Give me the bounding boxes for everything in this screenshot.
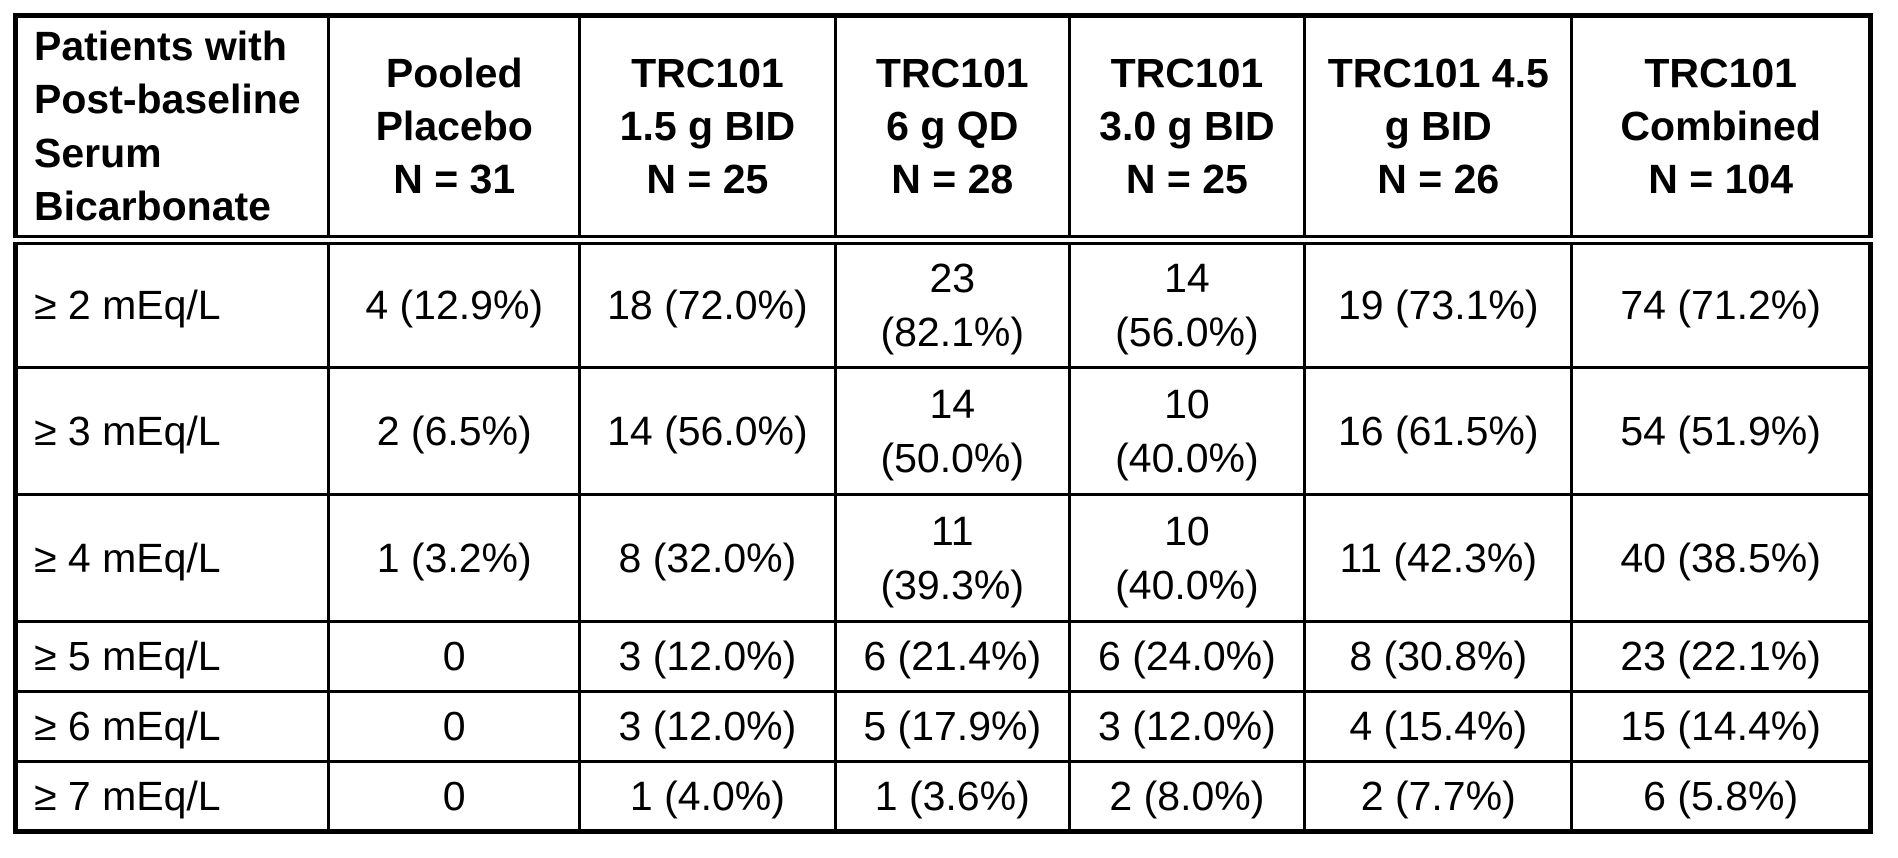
table-cell: 3 (12.0%) [577,619,837,693]
table-cell: 14 (56.0%) [1067,238,1307,369]
table-cell: 0 [327,759,581,833]
column-header-trc101-4-5g-bid: TRC101 4.5 g BID N = 26 [1303,14,1574,246]
table-cell: 2 (7.7%) [1303,759,1574,833]
table-cell: 40 (38.5%) [1570,492,1872,623]
table-row: ≥ 3 mEq/L 2 (6.5%) 14 (56.0%) 14 (50.0%)… [13,365,1872,496]
column-header-trc101-combined: TRC101 Combined N = 104 [1570,14,1872,246]
table-cell: 6 (5.8%) [1570,759,1872,833]
table-cell: 1 (3.2%) [327,492,581,623]
row-label-cell: ≥ 7 mEq/L [13,759,331,833]
table-cell: 2 (8.0%) [1067,759,1307,833]
table-header: Patients with Post-baseline Serum Bicarb… [13,14,1872,246]
table-cell: 1 (4.0%) [577,759,837,833]
table-cell: 14 (56.0%) [577,365,837,496]
table-cell: 23 (82.1%) [833,238,1071,369]
table-cell: 3 (12.0%) [577,689,837,763]
table-cell: 8 (32.0%) [577,492,837,623]
table-row: ≥ 4 mEq/L 1 (3.2%) 8 (32.0%) 11 (39.3%) … [13,492,1872,623]
column-header-trc101-3-0g-bid: TRC101 3.0 g BID N = 25 [1067,14,1307,246]
table-cell: 14 (50.0%) [833,365,1071,496]
header-row: Patients with Post-baseline Serum Bicarb… [13,14,1872,246]
table-row: ≥ 2 mEq/L 4 (12.9%) 18 (72.0%) 23 (82.1%… [13,238,1872,369]
table-cell: 3 (12.0%) [1067,689,1307,763]
row-label-cell: ≥ 5 mEq/L [13,619,331,693]
table-cell: 0 [327,689,581,763]
table-cell: 8 (30.8%) [1303,619,1574,693]
row-label-cell: ≥ 4 mEq/L [13,492,331,623]
table-cell: 0 [327,619,581,693]
table-cell: 4 (15.4%) [1303,689,1574,763]
table-cell: 18 (72.0%) [577,238,837,369]
table-cell: 4 (12.9%) [327,238,581,369]
row-label-cell: ≥ 6 mEq/L [13,689,331,763]
table-cell: 11 (39.3%) [833,492,1071,623]
row-label-cell: ≥ 2 mEq/L [13,238,331,369]
table-cell: 6 (21.4%) [833,619,1071,693]
table-cell: 6 (24.0%) [1067,619,1307,693]
table-cell: 23 (22.1%) [1570,619,1872,693]
table-body: ≥ 2 mEq/L 4 (12.9%) 18 (72.0%) 23 (82.1%… [13,238,1872,833]
table-cell: 15 (14.4%) [1570,689,1872,763]
column-header-trc101-1-5g-bid: TRC101 1.5 g BID N = 25 [577,14,837,246]
table-cell: 74 (71.2%) [1570,238,1872,369]
table-cell: 19 (73.1%) [1303,238,1574,369]
table-cell: 54 (51.9%) [1570,365,1872,496]
column-header-pooled-placebo: Pooled Placebo N = 31 [327,14,581,246]
table-cell: 5 (17.9%) [833,689,1071,763]
table-cell: 11 (42.3%) [1303,492,1574,623]
table-row: ≥ 6 mEq/L 0 3 (12.0%) 5 (17.9%) 3 (12.0%… [13,689,1872,763]
table-row: ≥ 5 mEq/L 0 3 (12.0%) 6 (21.4%) 6 (24.0%… [13,619,1872,693]
table-cell: 1 (3.6%) [833,759,1071,833]
table-row: ≥ 7 mEq/L 0 1 (4.0%) 1 (3.6%) 2 (8.0%) 2… [13,759,1872,833]
table-cell: 10 (40.0%) [1067,365,1307,496]
row-label-cell: ≥ 3 mEq/L [13,365,331,496]
document-page: Patients with Post-baseline Serum Bicarb… [13,13,1873,834]
table-cell: 10 (40.0%) [1067,492,1307,623]
corner-header: Patients with Post-baseline Serum Bicarb… [13,14,331,246]
table-cell: 2 (6.5%) [327,365,581,496]
table-cell: 16 (61.5%) [1303,365,1574,496]
serum-bicarbonate-table: Patients with Post-baseline Serum Bicarb… [13,13,1873,834]
column-header-trc101-6g-qd: TRC101 6 g QD N = 28 [833,14,1071,246]
